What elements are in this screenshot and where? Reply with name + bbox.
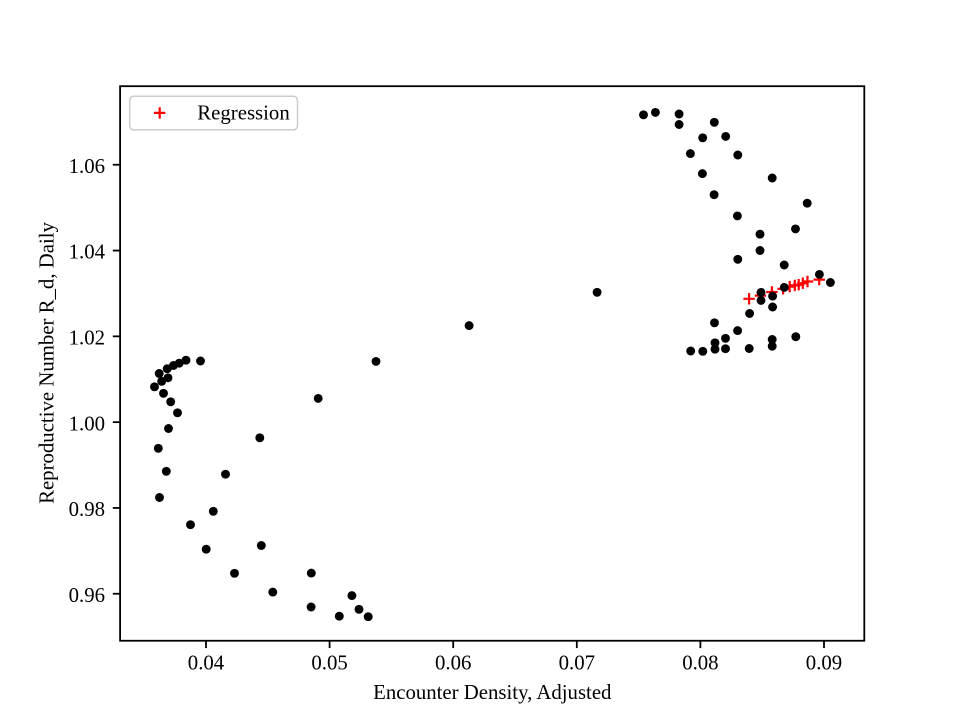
svg-text:0.98: 0.98 bbox=[69, 498, 105, 521]
svg-text:0.06: 0.06 bbox=[435, 652, 471, 675]
svg-text:0.05: 0.05 bbox=[311, 652, 347, 675]
svg-text:Encounter Density, Adjusted: Encounter Density, Adjusted bbox=[373, 681, 612, 704]
svg-text:0.96: 0.96 bbox=[69, 584, 105, 607]
svg-text:1.06: 1.06 bbox=[69, 155, 105, 178]
svg-text:Regression: Regression bbox=[197, 101, 290, 124]
svg-text:0.08: 0.08 bbox=[682, 652, 718, 675]
svg-text:0.04: 0.04 bbox=[188, 652, 225, 675]
svg-text:1.00: 1.00 bbox=[69, 412, 105, 435]
svg-text:0.07: 0.07 bbox=[559, 652, 595, 675]
svg-text:1.04: 1.04 bbox=[69, 241, 106, 264]
svg-text:0.09: 0.09 bbox=[806, 652, 842, 675]
svg-text:1.02: 1.02 bbox=[69, 326, 105, 349]
svg-text:Reproductive Number R_d, Daily: Reproductive Number R_d, Daily bbox=[36, 221, 59, 503]
